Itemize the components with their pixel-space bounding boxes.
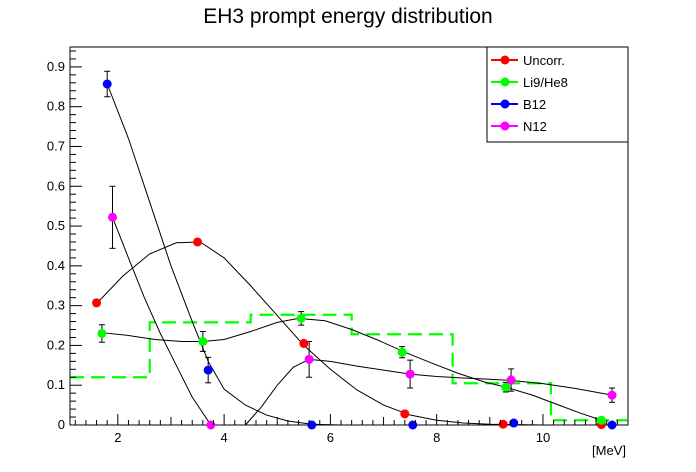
y-tick-label: 0.5 bbox=[47, 218, 65, 233]
histogram bbox=[70, 313, 628, 422]
legend-marker-n12 bbox=[500, 121, 510, 131]
y-tick-label: 0.1 bbox=[47, 377, 65, 392]
legend-marker-li9-he8 bbox=[500, 77, 510, 87]
x-tick-label: 8 bbox=[433, 430, 440, 445]
x-axis-label: [MeV] bbox=[592, 443, 626, 458]
fit-curve-b12 bbox=[106, 83, 613, 426]
point-uncorr bbox=[92, 298, 102, 308]
x-tick-label: 6 bbox=[327, 430, 334, 445]
x-tick-label: 4 bbox=[220, 430, 227, 445]
fit-curve-li9-he8 bbox=[101, 317, 602, 421]
legend-marker-uncorr bbox=[500, 55, 510, 65]
y-tick-label: 0.4 bbox=[47, 258, 65, 273]
y-tick-label: 0.9 bbox=[47, 59, 65, 74]
point-li9-he8 bbox=[97, 328, 107, 338]
chart-title: EH3 prompt energy distribution bbox=[203, 5, 492, 28]
x-tick-label: 2 bbox=[114, 430, 121, 445]
y-tick-label: 0.6 bbox=[47, 178, 65, 193]
y-tick-label: 0.8 bbox=[47, 99, 65, 114]
y-tick-label: 0.3 bbox=[47, 298, 65, 313]
point-b12 bbox=[203, 365, 213, 375]
point-li9-he8 bbox=[501, 382, 511, 392]
point-li9-he8 bbox=[596, 415, 606, 425]
y-tick-label: 0.7 bbox=[47, 138, 65, 153]
histogram-steps bbox=[70, 313, 628, 422]
point-n12 bbox=[108, 212, 118, 222]
x-tick-label: 10 bbox=[536, 430, 550, 445]
y-tick-label: 0 bbox=[58, 417, 65, 432]
point-uncorr bbox=[400, 409, 410, 419]
point-li9-he8 bbox=[397, 347, 407, 357]
legend-label-uncorr: Uncorr. bbox=[523, 53, 565, 68]
legend-label-li9-he8: Li9/He8 bbox=[523, 75, 568, 90]
point-n12 bbox=[405, 369, 415, 379]
y-tick-label: 0.2 bbox=[47, 337, 65, 352]
point-li9-he8 bbox=[198, 336, 208, 346]
point-uncorr bbox=[193, 237, 203, 247]
point-uncorr bbox=[299, 338, 309, 348]
point-li9-he8 bbox=[296, 313, 306, 323]
legend: Uncorr. Li9/He8 B12 N12 bbox=[486, 46, 629, 143]
data-points bbox=[92, 79, 617, 430]
fit-curve-n12 bbox=[244, 358, 613, 426]
legend-label-n12: N12 bbox=[523, 119, 547, 134]
point-b12 bbox=[102, 79, 112, 89]
legend-marker-b12 bbox=[500, 99, 510, 109]
legend-label-b12: B12 bbox=[523, 97, 546, 112]
point-n12 bbox=[304, 354, 314, 364]
point-n12 bbox=[607, 390, 617, 400]
point-b12 bbox=[607, 420, 617, 430]
axes: 0 0.1 0.2 0.3 0.4 0.5 0.6 0.7 0.8 0.9 2 4 6 8 10 bbox=[47, 50, 629, 445]
fit-curve-n12 bbox=[112, 217, 212, 426]
point-n12 bbox=[506, 375, 516, 385]
